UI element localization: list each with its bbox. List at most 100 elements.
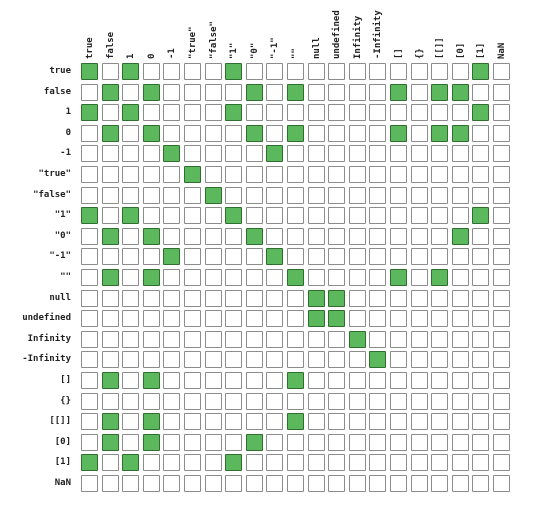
cell-not-equal — [163, 454, 181, 472]
cell-not-equal — [81, 372, 98, 389]
cell-equal — [142, 372, 160, 389]
cell-not-equal — [348, 186, 366, 204]
cell-not-equal — [204, 269, 222, 286]
cell-not-equal — [493, 433, 510, 451]
cell-equal — [101, 124, 119, 142]
cell-not-equal — [472, 227, 490, 245]
row-label: {} — [60, 395, 71, 406]
cell-not-equal — [307, 63, 325, 80]
cell-not-equal — [245, 454, 263, 472]
cell-not-equal — [122, 433, 140, 451]
cell-not-equal — [204, 372, 222, 389]
cell-not-equal — [472, 372, 490, 389]
cell-not-equal — [225, 475, 243, 492]
cell-not-equal — [184, 454, 201, 472]
cell-equal — [451, 83, 469, 101]
cell-not-equal — [307, 413, 325, 431]
cell-not-equal — [122, 413, 140, 431]
cell-not-equal — [266, 104, 284, 122]
cell-not-equal — [81, 310, 98, 328]
cell-not-equal — [307, 269, 325, 286]
cell-not-equal — [328, 330, 346, 348]
cell-not-equal — [307, 124, 325, 142]
cell-not-equal — [328, 475, 346, 492]
cell-not-equal — [307, 392, 325, 410]
cell-not-equal — [493, 454, 510, 472]
cell-not-equal — [101, 145, 119, 163]
cell-not-equal — [328, 454, 346, 472]
cell-not-equal — [348, 104, 366, 122]
cell-equal — [122, 454, 140, 472]
cell-equal — [142, 269, 160, 286]
row-label: "1" — [54, 210, 71, 221]
cell-not-equal — [225, 269, 243, 286]
cell-not-equal — [328, 166, 346, 183]
cell-not-equal — [184, 207, 201, 225]
cell-not-equal — [245, 392, 263, 410]
cell-not-equal — [307, 227, 325, 245]
cell-not-equal — [431, 351, 449, 369]
cell-not-equal — [410, 63, 428, 80]
cell-not-equal — [451, 269, 469, 286]
cell-not-equal — [204, 413, 222, 431]
cell-not-equal — [101, 289, 119, 307]
cell-not-equal — [287, 351, 304, 369]
cell-equal — [81, 454, 98, 472]
cell-equal — [122, 104, 140, 122]
cell-not-equal — [410, 166, 428, 183]
cell-not-equal — [184, 269, 201, 286]
cell-not-equal — [390, 227, 407, 245]
cell-not-equal — [184, 248, 201, 266]
column-label: "" — [291, 48, 301, 59]
cell-not-equal — [431, 289, 449, 307]
cell-not-equal — [163, 207, 181, 225]
cell-not-equal — [266, 269, 284, 286]
cell-not-equal — [122, 186, 140, 204]
cell-equal — [451, 227, 469, 245]
cell-not-equal — [81, 392, 98, 410]
cell-equal — [431, 124, 449, 142]
cell-not-equal — [493, 310, 510, 328]
cell-equal — [101, 372, 119, 389]
cell-not-equal — [472, 269, 490, 286]
cell-not-equal — [451, 475, 469, 492]
cell-not-equal — [410, 330, 428, 348]
cell-equal — [184, 166, 201, 183]
cell-not-equal — [184, 83, 201, 101]
row-label: [[]] — [49, 416, 71, 427]
cell-not-equal — [287, 104, 304, 122]
row-label: NaN — [54, 478, 71, 488]
cell-not-equal — [122, 124, 140, 142]
cell-not-equal — [225, 145, 243, 163]
cell-equal — [225, 104, 243, 122]
cell-not-equal — [122, 145, 140, 163]
cell-not-equal — [81, 248, 98, 266]
column-label: [[]] — [435, 37, 446, 59]
cell-not-equal — [369, 392, 387, 410]
cell-not-equal — [163, 124, 181, 142]
cell-not-equal — [369, 186, 387, 204]
column-label: undefined — [332, 10, 343, 59]
cell-not-equal — [369, 83, 387, 101]
cell-not-equal — [472, 310, 490, 328]
cell-not-equal — [348, 227, 366, 245]
cell-not-equal — [328, 145, 346, 163]
cell-not-equal — [369, 310, 387, 328]
cell-not-equal — [348, 248, 366, 266]
cell-equal — [163, 248, 181, 266]
cell-not-equal — [266, 454, 284, 472]
cell-not-equal — [451, 433, 469, 451]
row-label: [1] — [54, 457, 71, 468]
cell-not-equal — [410, 289, 428, 307]
cell-not-equal — [266, 413, 284, 431]
cell-not-equal — [328, 227, 346, 245]
cell-not-equal — [101, 186, 119, 204]
cell-not-equal — [245, 104, 263, 122]
cell-not-equal — [451, 145, 469, 163]
cell-not-equal — [493, 248, 510, 266]
cell-not-equal — [493, 227, 510, 245]
cell-not-equal — [204, 207, 222, 225]
cell-not-equal — [225, 186, 243, 204]
cell-not-equal — [307, 475, 325, 492]
cell-not-equal — [348, 207, 366, 225]
